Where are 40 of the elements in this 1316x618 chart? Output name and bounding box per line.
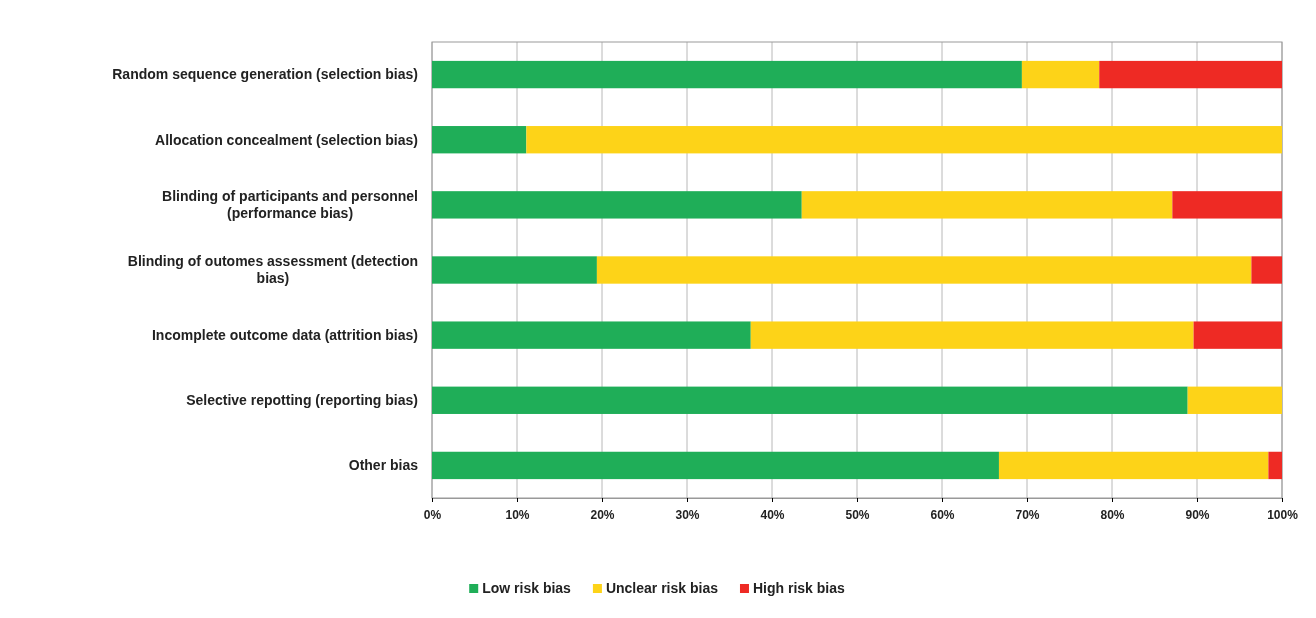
x-tick-label: 100% (1267, 508, 1299, 523)
x-tick-label: 70% (1015, 508, 1040, 523)
x-tick-label: 30% (675, 508, 700, 523)
x-tick-label: 10% (505, 508, 530, 523)
bar (998, 451, 1269, 480)
bar (432, 451, 999, 480)
y-tick-label: Blinding of participants and personnel (performance bias) (162, 188, 418, 222)
bar (1268, 451, 1282, 480)
x-tick-label: 0% (423, 508, 442, 523)
bar (801, 191, 1173, 219)
x-tick-label: 40% (760, 508, 785, 523)
bar (432, 256, 597, 284)
x-tick-label: 60% (930, 508, 955, 523)
legend-label: High risk bias (752, 580, 845, 596)
bar (1021, 60, 1100, 89)
bar (1193, 321, 1282, 349)
bar (526, 126, 1282, 154)
bar (750, 321, 1194, 349)
legend-label: Low risk bias (482, 580, 572, 596)
y-tick-label: Allocation concealment (selection bias) (155, 131, 418, 148)
y-tick-label: Other bias (348, 457, 419, 474)
bar (1251, 256, 1282, 284)
y-tick-label: Incomplete outcome data (attrition bias) (151, 327, 418, 344)
x-tick-label: 90% (1185, 508, 1210, 523)
x-tick-label: 80% (1100, 508, 1125, 523)
y-tick-label: Random sequence generation (selection bias) (112, 66, 418, 83)
bar (596, 256, 1252, 284)
bar (432, 60, 1022, 89)
bar (432, 191, 802, 219)
x-tick-label: 50% (845, 508, 870, 523)
bar (432, 126, 527, 154)
bar (1099, 60, 1282, 89)
y-tick-label: Selective repotting (reporting bias) (186, 392, 418, 409)
legend-label: Unclear risk bias (605, 580, 719, 596)
bar (1172, 191, 1282, 219)
bar (1187, 386, 1282, 414)
bar (432, 386, 1188, 414)
x-tick-label: 20% (590, 508, 615, 523)
bar (432, 321, 751, 349)
y-tick-label: Blinding of outomes assessment (detection bias) (127, 253, 418, 287)
